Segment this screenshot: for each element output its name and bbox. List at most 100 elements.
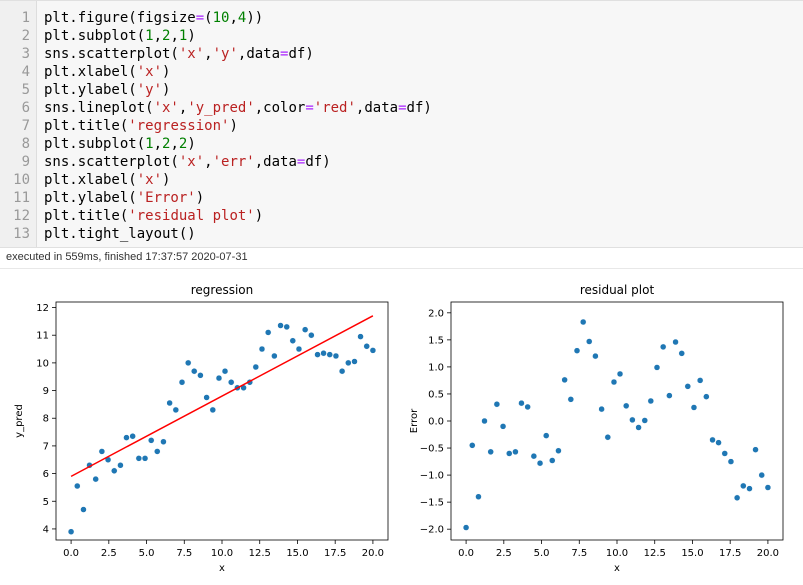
data-point [98, 448, 106, 455]
code-text: plt.subplot(1,2,1) [44, 27, 196, 45]
code-token: ,data [254, 154, 297, 170]
y-tick-label: −0.5 [420, 444, 444, 455]
data-point [258, 345, 266, 353]
code-token: df) [288, 46, 314, 62]
code-token: plt.ylabel( [44, 190, 137, 206]
data-point [80, 506, 87, 513]
code-token: ) [229, 118, 238, 134]
plot-figure: 0.0 2.5 5.0 7.5 10.0 12.5 15.0 17.5 20.0 4 5 6 7 8 9 10… [14, 283, 784, 574]
code-token: )) [246, 10, 264, 26]
y-axis-label: Error [409, 408, 420, 433]
data-point [579, 318, 587, 326]
code-text: sns.scatterplot('x','y',data=df) [44, 45, 314, 63]
x-tick-label: 7.5 [571, 548, 587, 559]
code-token: plt.xlabel( [44, 172, 137, 188]
data-point [758, 471, 765, 479]
data-point [622, 402, 630, 410]
line-number: 3 [21, 46, 30, 62]
data-point [357, 333, 364, 340]
code-token: ) [162, 82, 171, 98]
data-point [277, 322, 284, 329]
y-tick-label: 0.5 [428, 389, 444, 400]
line-number-gutter [0, 1, 37, 247]
data-point [227, 379, 235, 386]
chart-title: residual plot [580, 283, 655, 297]
data-point [215, 374, 223, 382]
x-tick-label: 2.5 [496, 548, 512, 559]
line-number: 1 [21, 10, 30, 26]
data-point [604, 433, 612, 441]
code-text: plt.ylabel('y') [44, 81, 170, 99]
y-tick-label: 6 [43, 469, 49, 480]
output-area: 0.0 2.5 5.0 7.5 10.0 12.5 15.0 17.5 20.0 4 5 6 7 8 9 10… [0, 272, 803, 581]
data-point [653, 364, 661, 371]
data-point [74, 482, 81, 490]
code-text: plt.title('regression') [44, 117, 238, 135]
code-token: ( [204, 10, 213, 26]
data-point [518, 399, 525, 407]
x-tick-label: 12.5 [249, 548, 271, 559]
x-tick-label: 15.0 [286, 548, 308, 559]
code-token: , [170, 28, 179, 44]
code-token: sns.scatterplot( [44, 154, 179, 170]
execution-status-bar: executed in 559ms, finished 17:37:57 202… [0, 248, 803, 269]
code-token: 'y_pred' [187, 100, 255, 116]
code-token: , [204, 154, 213, 170]
code-text: plt.figure(figsize=(10,4)) [44, 9, 263, 27]
data-point [289, 337, 297, 344]
code-text: plt.title('residual plot') [44, 207, 263, 225]
y-tick-label: 11 [36, 331, 49, 342]
x-tick-label: 17.5 [719, 548, 741, 559]
data-point [616, 370, 624, 378]
data-point [475, 493, 482, 500]
data-point [703, 393, 710, 400]
x-tick-label: 10.0 [606, 548, 628, 559]
code-cell[interactable]: 1 plt.figure(figsize=(10,4)) 2 plt.subplot(… [0, 0, 803, 248]
x-tick-label: 5.0 [139, 548, 155, 559]
code-token: = [296, 154, 306, 170]
data-point [555, 447, 562, 454]
code-token: , [153, 28, 163, 44]
data-point [178, 379, 186, 386]
y-tick-label: 10 [36, 358, 49, 369]
data-point [172, 406, 180, 414]
code-token: , [229, 10, 238, 26]
data-point [141, 455, 149, 462]
code-token: ) [254, 208, 264, 224]
data-point [549, 457, 556, 464]
data-point [666, 392, 673, 399]
data-point [740, 482, 747, 490]
data-point [166, 399, 173, 407]
data-point [252, 363, 260, 371]
code-token: plt.subplot( [44, 136, 146, 152]
code-token: plt.xlabel( [44, 64, 137, 80]
data-point [123, 434, 130, 441]
line-number: 12 [13, 208, 30, 224]
x-tick-label: 17.5 [324, 548, 346, 559]
x-tick-label: 20.0 [757, 548, 779, 559]
data-point [715, 439, 722, 446]
code-token: ) [187, 136, 196, 152]
code-token: ) [187, 28, 196, 44]
code-token: ) [162, 64, 171, 80]
line-number: 9 [21, 154, 30, 170]
data-point [67, 528, 75, 535]
data-point [487, 448, 494, 456]
data-point [690, 404, 698, 411]
data-point [154, 448, 161, 455]
data-point [530, 452, 538, 460]
data-point [184, 359, 192, 367]
data-point [221, 367, 229, 375]
data-point [635, 424, 642, 431]
code-text: plt.tight_layout() [44, 225, 196, 243]
line-number: 10 [13, 172, 30, 188]
data-point [481, 417, 488, 425]
data-point [499, 423, 507, 430]
data-point [320, 349, 327, 357]
data-point [111, 467, 118, 475]
data-point [345, 359, 352, 367]
code-token: 2 [178, 136, 188, 152]
data-point [610, 378, 618, 386]
data-point [561, 376, 568, 384]
code-token: df) [305, 154, 331, 170]
